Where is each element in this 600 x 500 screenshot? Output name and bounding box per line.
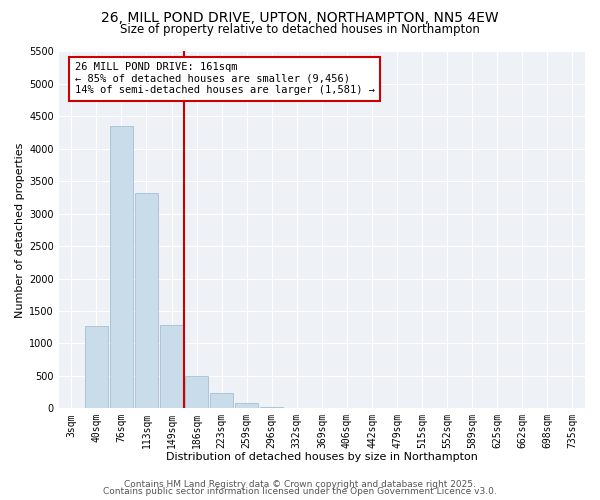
Bar: [135, 193, 158, 408]
X-axis label: Distribution of detached houses by size in Northampton: Distribution of detached houses by size …: [166, 452, 478, 462]
Bar: [260, 407, 283, 408]
Text: Contains HM Land Registry data © Crown copyright and database right 2025.: Contains HM Land Registry data © Crown c…: [124, 480, 476, 489]
Bar: [185, 376, 208, 408]
Bar: [85, 326, 108, 408]
Text: Size of property relative to detached houses in Northampton: Size of property relative to detached ho…: [120, 22, 480, 36]
Y-axis label: Number of detached properties: Number of detached properties: [15, 142, 25, 318]
Bar: [210, 392, 233, 408]
Bar: [235, 404, 258, 408]
Text: 26 MILL POND DRIVE: 161sqm
← 85% of detached houses are smaller (9,456)
14% of s: 26 MILL POND DRIVE: 161sqm ← 85% of deta…: [74, 62, 374, 96]
Text: 26, MILL POND DRIVE, UPTON, NORTHAMPTON, NN5 4EW: 26, MILL POND DRIVE, UPTON, NORTHAMPTON,…: [101, 11, 499, 25]
Bar: [110, 126, 133, 408]
Bar: [160, 325, 183, 408]
Text: Contains public sector information licensed under the Open Government Licence v3: Contains public sector information licen…: [103, 487, 497, 496]
